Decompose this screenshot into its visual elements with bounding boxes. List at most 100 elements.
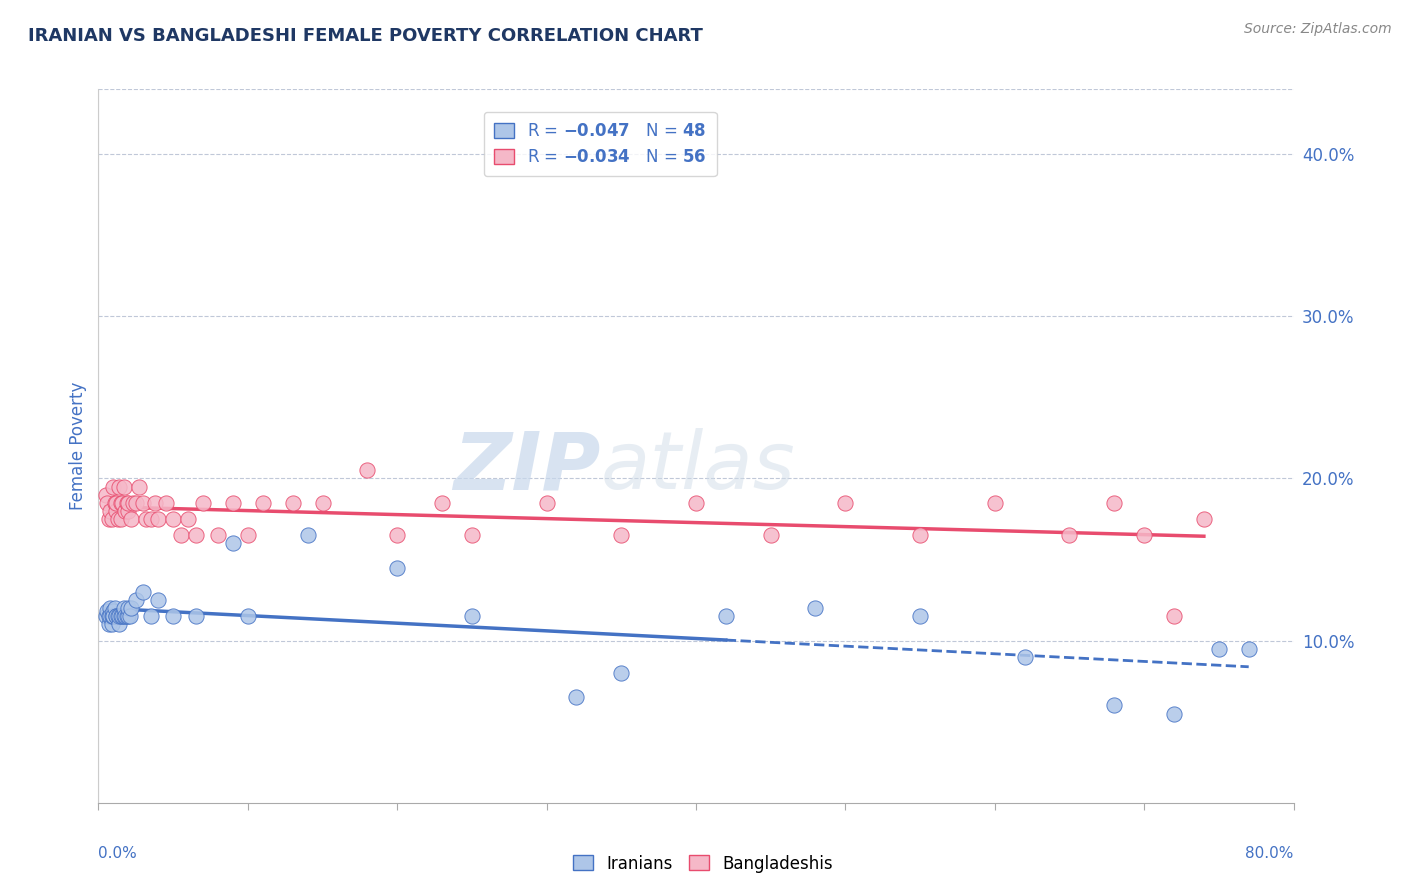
- Point: [96, 604, 118, 618]
- Point: [536, 496, 558, 510]
- Point: [114, 609, 136, 624]
- Point: [107, 609, 129, 624]
- Point: [148, 593, 170, 607]
- Point: [117, 601, 139, 615]
- Point: [105, 504, 128, 518]
- Point: [984, 496, 1007, 510]
- Point: [125, 593, 148, 607]
- Point: [94, 609, 117, 624]
- Point: [117, 609, 139, 624]
- Point: [430, 496, 453, 510]
- Text: atlas: atlas: [600, 428, 796, 507]
- Point: [101, 617, 124, 632]
- Point: [101, 512, 124, 526]
- Point: [139, 609, 162, 624]
- Point: [103, 609, 125, 624]
- Point: [1163, 609, 1185, 624]
- Point: [1208, 641, 1230, 656]
- Point: [96, 496, 118, 510]
- Point: [103, 609, 125, 624]
- Point: [107, 512, 129, 526]
- Point: [110, 609, 132, 624]
- Point: [236, 528, 259, 542]
- Point: [114, 504, 136, 518]
- Point: [834, 496, 856, 510]
- Point: [128, 479, 150, 493]
- Point: [94, 488, 117, 502]
- Point: [97, 512, 120, 526]
- Point: [565, 690, 588, 705]
- Point: [105, 609, 128, 624]
- Point: [1104, 698, 1126, 713]
- Point: [104, 496, 127, 510]
- Legend: Iranians, Bangladeshis: Iranians, Bangladeshis: [567, 848, 839, 880]
- Point: [139, 512, 162, 526]
- Point: [1104, 496, 1126, 510]
- Point: [385, 560, 409, 574]
- Point: [356, 463, 378, 477]
- Point: [281, 496, 304, 510]
- Text: Source: ZipAtlas.com: Source: ZipAtlas.com: [1244, 22, 1392, 37]
- Point: [184, 528, 207, 542]
- Point: [132, 496, 155, 510]
- Point: [104, 601, 127, 615]
- Point: [110, 512, 132, 526]
- Point: [222, 496, 245, 510]
- Point: [610, 666, 633, 681]
- Point: [103, 479, 125, 493]
- Point: [297, 528, 319, 542]
- Point: [804, 601, 827, 615]
- Point: [908, 528, 931, 542]
- Point: [98, 609, 122, 624]
- Point: [143, 496, 166, 510]
- Point: [111, 496, 134, 510]
- Point: [125, 496, 148, 510]
- Point: [908, 609, 931, 624]
- Point: [120, 601, 142, 615]
- Text: 80.0%: 80.0%: [1246, 846, 1294, 861]
- Point: [108, 479, 131, 493]
- Text: 0.0%: 0.0%: [98, 846, 138, 861]
- Point: [117, 504, 139, 518]
- Point: [759, 528, 782, 542]
- Point: [118, 609, 141, 624]
- Point: [207, 528, 229, 542]
- Point: [135, 512, 157, 526]
- Point: [1163, 706, 1185, 721]
- Point: [461, 528, 484, 542]
- Point: [112, 479, 135, 493]
- Point: [191, 496, 214, 510]
- Point: [97, 609, 120, 624]
- Point: [97, 617, 120, 632]
- Y-axis label: Female Poverty: Female Poverty: [69, 382, 87, 510]
- Point: [1014, 649, 1036, 664]
- Point: [108, 609, 131, 624]
- Point: [162, 609, 184, 624]
- Point: [169, 528, 191, 542]
- Point: [1192, 512, 1215, 526]
- Point: [105, 496, 128, 510]
- Point: [98, 601, 122, 615]
- Point: [1237, 641, 1260, 656]
- Legend: R = $\mathbf{-0.047}$   N = $\mathbf{48}$, R = $\mathbf{-0.034}$   N = $\mathbf{: R = $\mathbf{-0.047}$ N = $\mathbf{48}$,…: [484, 112, 717, 176]
- Point: [177, 512, 200, 526]
- Point: [105, 609, 128, 624]
- Point: [311, 496, 333, 510]
- Point: [112, 601, 135, 615]
- Point: [714, 609, 737, 624]
- Point: [115, 496, 138, 510]
- Point: [610, 528, 633, 542]
- Point: [111, 609, 134, 624]
- Point: [103, 604, 125, 618]
- Point: [1133, 528, 1156, 542]
- Point: [162, 512, 184, 526]
- Text: ZIP: ZIP: [453, 428, 600, 507]
- Point: [236, 609, 259, 624]
- Point: [101, 609, 124, 624]
- Point: [112, 609, 135, 624]
- Point: [148, 512, 170, 526]
- Point: [121, 496, 143, 510]
- Point: [222, 536, 245, 550]
- Point: [1059, 528, 1081, 542]
- Point: [117, 496, 139, 510]
